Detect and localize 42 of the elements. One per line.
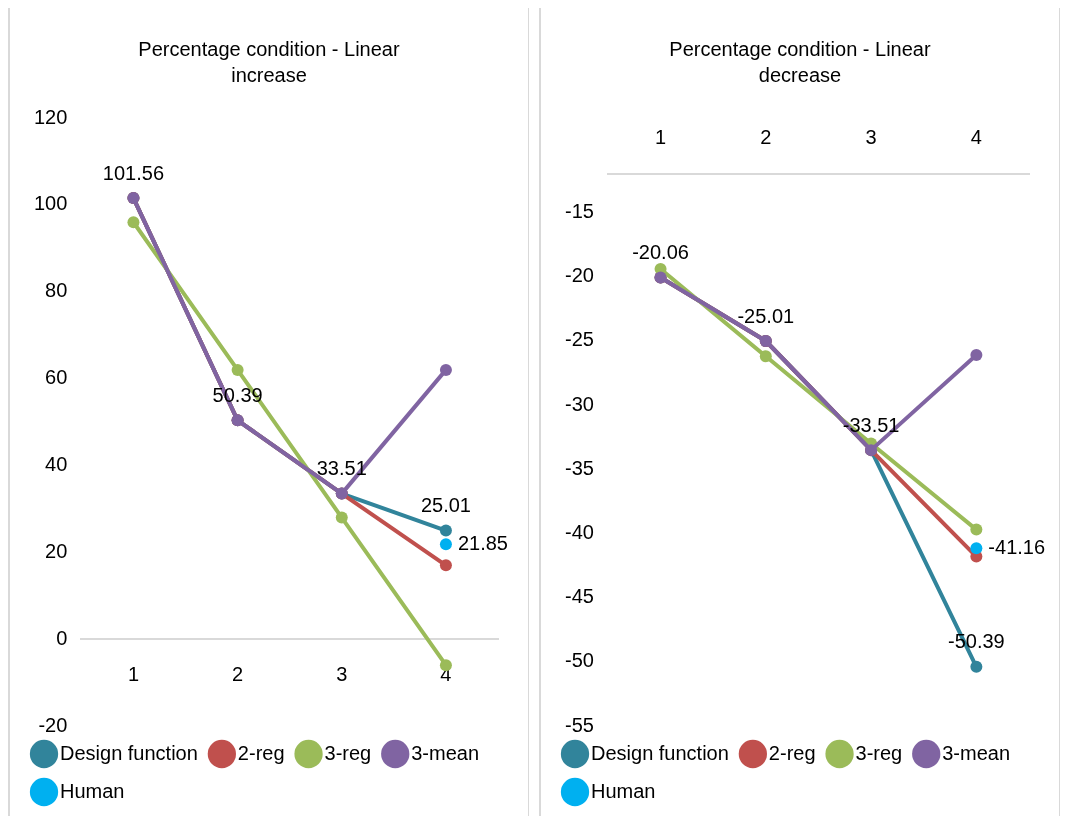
x-tick-label: 3 bbox=[336, 662, 348, 685]
data-label: -25.01 bbox=[737, 304, 795, 327]
data-label: -20.06 bbox=[632, 240, 689, 263]
y-tick-label: 100 bbox=[33, 192, 68, 215]
y-tick-label: -25 bbox=[565, 328, 594, 351]
y-tick-label: 20 bbox=[45, 539, 68, 562]
legend-label: Human bbox=[591, 779, 656, 802]
y-tick-label: -20 bbox=[565, 264, 594, 287]
y-tick-label: 60 bbox=[45, 366, 68, 389]
y-tick-label: -40 bbox=[565, 520, 594, 543]
data-label: -41.16 bbox=[988, 535, 1046, 558]
x-tick-label: 3 bbox=[865, 125, 877, 148]
y-tick-label: -30 bbox=[565, 392, 594, 415]
legend-label: 3-reg bbox=[324, 741, 372, 764]
y-tick-label: 120 bbox=[33, 105, 68, 128]
y-tick-label: -35 bbox=[565, 456, 594, 479]
y-tick-label: 40 bbox=[45, 452, 68, 475]
legend-label: Design function bbox=[60, 741, 198, 764]
data-label: 25.01 bbox=[420, 494, 471, 517]
legend-label: 3-mean bbox=[942, 741, 1011, 764]
y-tick-label: -20 bbox=[38, 713, 68, 736]
x-tick-label: 2 bbox=[760, 125, 772, 148]
x-tick-label: 1 bbox=[654, 125, 667, 148]
legend-label: 2-reg bbox=[768, 741, 816, 764]
legend-label: 3-mean bbox=[411, 741, 480, 764]
data-label: 21.85 bbox=[457, 531, 508, 554]
chart-title: Percentage condition - Linear increase bbox=[137, 37, 401, 88]
y-tick-label: -15 bbox=[565, 200, 594, 223]
x-tick-label: 2 bbox=[232, 662, 244, 685]
legend-label: 2-reg bbox=[237, 741, 285, 764]
chart-title: Percentage condition - Linear decrease bbox=[668, 37, 932, 88]
y-tick-label: 0 bbox=[56, 626, 68, 649]
y-tick-label: -50 bbox=[565, 649, 594, 672]
y-tick-label: -45 bbox=[565, 585, 594, 608]
y-tick-label: -55 bbox=[565, 713, 594, 736]
x-tick-label: 4 bbox=[970, 125, 982, 148]
y-tick-label: 80 bbox=[45, 279, 68, 302]
legend-label: Design function bbox=[591, 741, 729, 764]
x-tick-label: 1 bbox=[127, 662, 140, 685]
data-label: 101.56 bbox=[102, 161, 165, 184]
legend-label: 3-reg bbox=[855, 741, 903, 764]
legend-label: Human bbox=[60, 779, 125, 802]
